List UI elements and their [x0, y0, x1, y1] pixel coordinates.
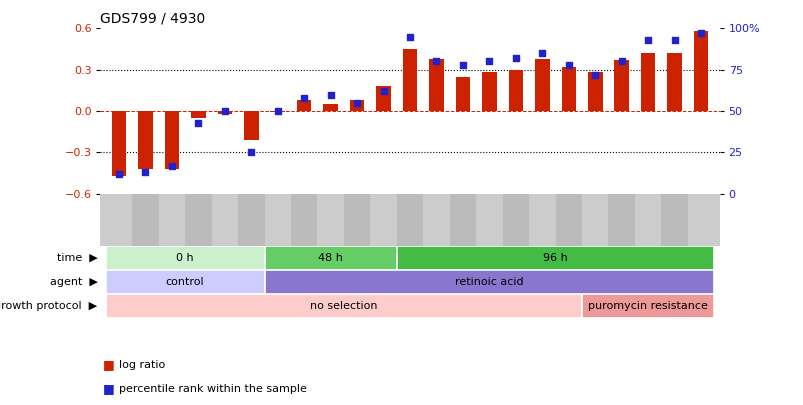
Bar [502, 194, 528, 246]
Bar [613, 60, 628, 111]
Point [456, 62, 469, 68]
Bar [560, 67, 575, 111]
Text: 96 h: 96 h [543, 253, 567, 263]
Text: puromycin resistance: puromycin resistance [588, 301, 707, 311]
Bar [291, 194, 317, 246]
Point [324, 91, 336, 98]
Text: 48 h: 48 h [318, 253, 343, 263]
Point [614, 58, 627, 65]
Text: control: control [165, 277, 204, 287]
Text: ■: ■ [103, 382, 115, 395]
Bar [106, 270, 264, 294]
Bar [581, 194, 608, 246]
Text: 0 h: 0 h [176, 253, 194, 263]
Text: GDS799 / 4930: GDS799 / 4930 [100, 12, 206, 26]
Point [377, 88, 389, 94]
Text: ■: ■ [103, 358, 115, 371]
Bar [132, 194, 158, 246]
Text: log ratio: log ratio [119, 360, 165, 369]
Bar [244, 111, 259, 140]
Point [403, 33, 416, 40]
Bar [640, 53, 654, 111]
Bar [165, 111, 179, 169]
Bar [112, 111, 126, 176]
Bar [185, 194, 211, 246]
Point [165, 162, 178, 169]
Bar [211, 194, 238, 246]
Bar [587, 72, 601, 111]
Point [536, 50, 548, 56]
Bar [555, 194, 581, 246]
Bar [693, 31, 707, 111]
Bar [344, 194, 370, 246]
Bar [528, 194, 555, 246]
Point [218, 108, 231, 114]
Point [588, 71, 601, 78]
Bar [482, 72, 496, 111]
Bar [138, 111, 153, 169]
Bar [687, 194, 713, 246]
Bar [296, 100, 311, 111]
Bar [106, 194, 132, 246]
Bar [238, 194, 264, 246]
Bar [264, 246, 397, 270]
Bar [634, 194, 661, 246]
Bar [455, 77, 470, 111]
Point [192, 119, 205, 126]
Bar [661, 194, 687, 246]
Bar [581, 294, 713, 318]
Bar [317, 194, 344, 246]
Point [271, 108, 283, 114]
Bar [397, 194, 422, 246]
Bar [397, 246, 713, 270]
Point [694, 30, 707, 36]
Bar [422, 194, 449, 246]
Point [667, 37, 680, 43]
Bar [264, 194, 291, 246]
Bar [666, 53, 681, 111]
Bar [534, 59, 549, 111]
Bar [191, 111, 206, 118]
Point [350, 100, 363, 106]
Point [112, 171, 125, 177]
Bar [323, 104, 337, 111]
Bar [218, 111, 232, 114]
Bar [264, 270, 713, 294]
Point [509, 55, 522, 62]
Point [483, 58, 495, 65]
Text: agent  ▶: agent ▶ [50, 277, 97, 287]
Text: no selection: no selection [310, 301, 377, 311]
Bar [270, 111, 285, 113]
Text: retinoic acid: retinoic acid [454, 277, 523, 287]
Point [561, 62, 574, 68]
Bar [106, 294, 581, 318]
Bar [106, 246, 264, 270]
Bar [376, 86, 390, 111]
Bar [429, 59, 443, 111]
Point [641, 37, 654, 43]
Bar [158, 194, 185, 246]
Point [139, 169, 152, 175]
Point [297, 95, 310, 101]
Bar [402, 49, 417, 111]
Bar [449, 194, 475, 246]
Text: percentile rank within the sample: percentile rank within the sample [119, 384, 307, 394]
Bar [475, 194, 502, 246]
Bar [349, 100, 364, 111]
Bar [608, 194, 634, 246]
Bar [508, 70, 523, 111]
Bar [370, 194, 397, 246]
Point [430, 58, 442, 65]
Point [245, 149, 258, 156]
Text: time  ▶: time ▶ [56, 253, 97, 263]
Text: growth protocol  ▶: growth protocol ▶ [0, 301, 97, 311]
